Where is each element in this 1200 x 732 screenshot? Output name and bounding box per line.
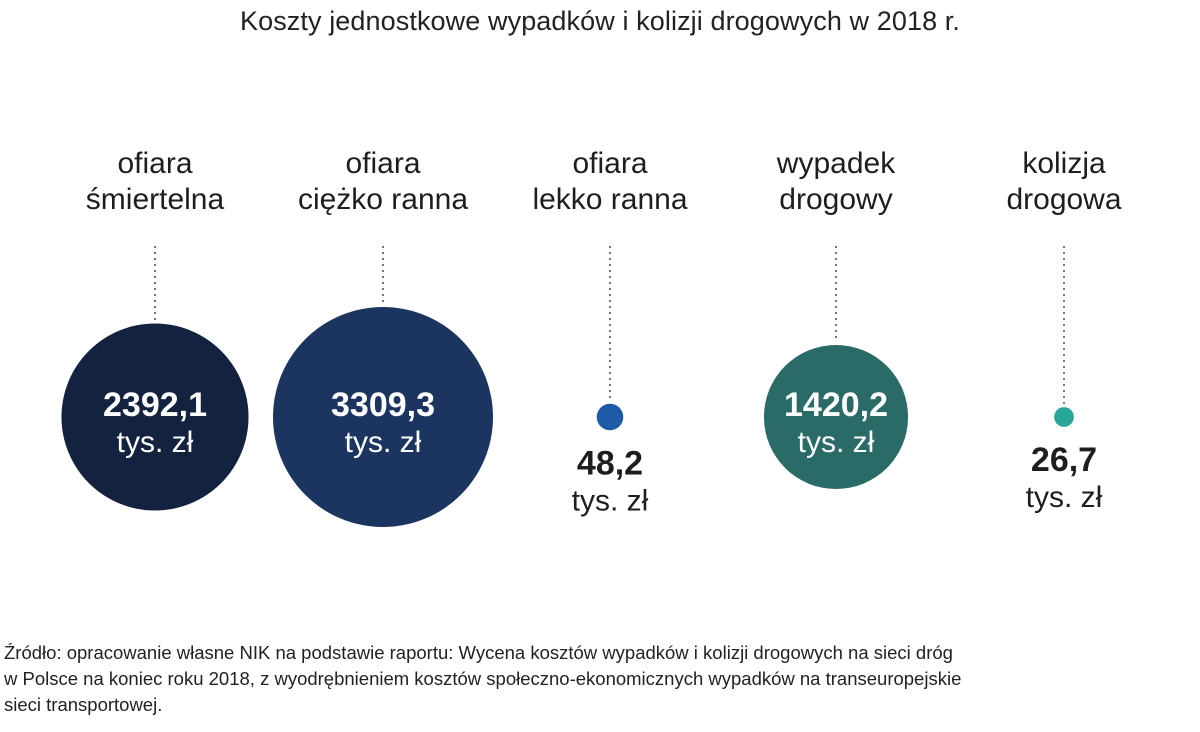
category-label: ciężko ranna bbox=[298, 183, 468, 216]
category-label: ofiara bbox=[117, 147, 192, 180]
source-note: Źródło: opracowanie własne NIK na podsta… bbox=[4, 640, 1196, 718]
value-bubble bbox=[1054, 407, 1074, 427]
value-label: 48,2 bbox=[577, 444, 643, 482]
value-label: 2392,1 bbox=[103, 386, 207, 424]
chart-title: Koszty jednostkowe wypadków i kolizji dr… bbox=[239, 6, 961, 36]
category-label: śmiertelna bbox=[86, 183, 225, 216]
value-bubble bbox=[763, 344, 909, 490]
unit-label: tys. zł bbox=[572, 484, 649, 517]
category-label: lekko ranna bbox=[532, 183, 687, 216]
unit-label: tys. zł bbox=[798, 426, 875, 459]
category-label: kolizja bbox=[1022, 147, 1106, 180]
value-bubble bbox=[273, 307, 493, 527]
unit-label: tys. zł bbox=[345, 426, 422, 459]
category-label: drogowa bbox=[1006, 183, 1121, 216]
source-line: w Polsce na koniec roku 2018, z wyodrębn… bbox=[4, 668, 962, 689]
category-label: ofiara bbox=[345, 147, 420, 180]
value-label: 1420,2 bbox=[784, 386, 888, 424]
category-label: drogowy bbox=[779, 183, 892, 216]
source-line: sieci transportowej. bbox=[4, 694, 163, 715]
category-label: wypadek bbox=[776, 147, 896, 180]
value-bubble bbox=[61, 323, 249, 511]
unit-label: tys. zł bbox=[1026, 481, 1103, 514]
unit-label: tys. zł bbox=[117, 426, 194, 459]
category-label: ofiara bbox=[572, 147, 647, 180]
value-label: 3309,3 bbox=[331, 386, 435, 424]
value-label: 26,7 bbox=[1031, 441, 1097, 479]
value-bubble bbox=[596, 403, 624, 431]
source-line: Źródło: opracowanie własne NIK na podsta… bbox=[4, 642, 953, 663]
